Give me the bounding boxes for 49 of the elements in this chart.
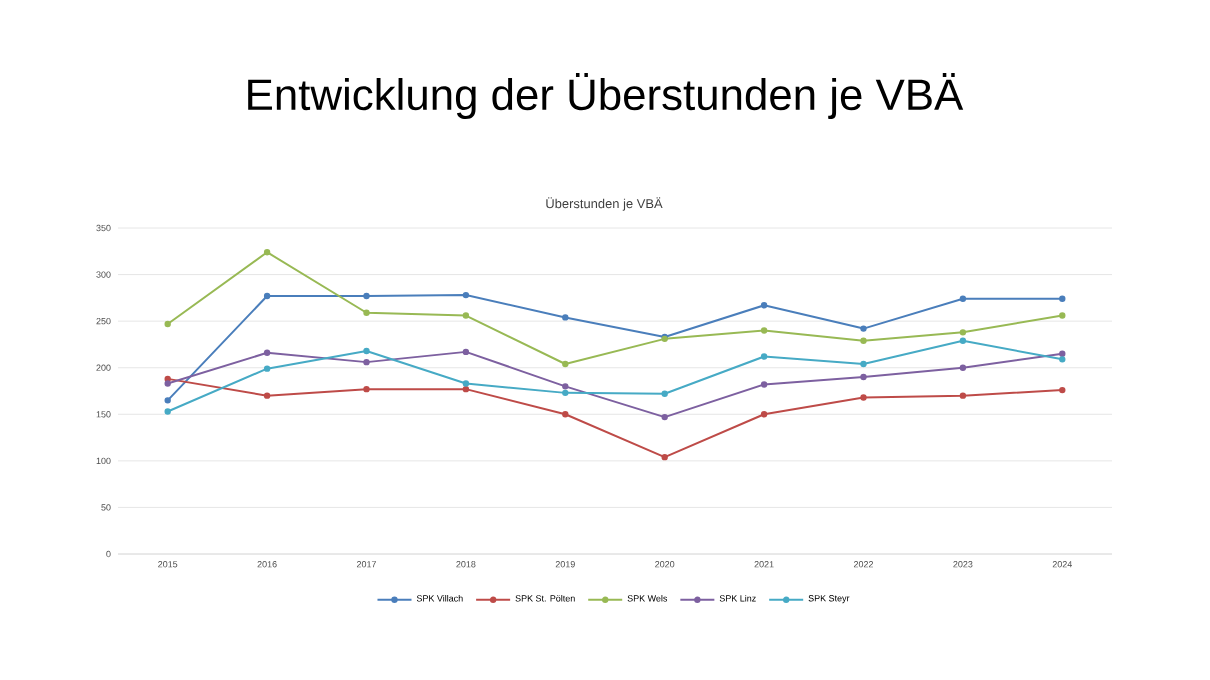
point bbox=[860, 337, 867, 344]
point bbox=[263, 249, 271, 256]
point bbox=[959, 295, 967, 302]
point bbox=[661, 453, 668, 461]
point bbox=[661, 413, 668, 421]
point bbox=[562, 314, 569, 321]
point bbox=[860, 325, 867, 332]
point bbox=[1059, 295, 1066, 302]
point bbox=[860, 373, 867, 381]
point bbox=[164, 380, 171, 387]
point bbox=[263, 349, 271, 357]
point bbox=[263, 392, 271, 399]
point bbox=[959, 364, 967, 371]
point bbox=[462, 385, 470, 393]
point bbox=[760, 302, 768, 309]
point bbox=[1059, 312, 1066, 319]
point bbox=[164, 320, 171, 328]
chart-title: Entwicklung der Überstunden je VBÄ bbox=[248, 73, 964, 119]
point bbox=[661, 390, 668, 397]
point bbox=[959, 337, 967, 344]
point bbox=[959, 392, 967, 399]
point bbox=[1059, 386, 1066, 394]
point bbox=[462, 312, 470, 319]
point bbox=[462, 291, 470, 299]
point bbox=[562, 383, 569, 390]
point bbox=[760, 381, 768, 388]
point bbox=[562, 411, 569, 418]
point bbox=[860, 360, 867, 368]
point bbox=[462, 348, 470, 356]
point bbox=[760, 353, 768, 360]
point bbox=[164, 375, 171, 383]
point bbox=[363, 292, 370, 300]
point bbox=[363, 358, 370, 366]
point bbox=[363, 309, 370, 316]
point bbox=[562, 389, 569, 397]
point bbox=[959, 329, 967, 336]
point bbox=[562, 360, 569, 368]
point bbox=[263, 365, 271, 372]
point bbox=[462, 380, 470, 387]
point bbox=[1059, 350, 1066, 357]
point bbox=[1059, 356, 1066, 363]
point bbox=[164, 408, 171, 415]
point bbox=[760, 411, 768, 418]
point bbox=[363, 347, 370, 355]
point bbox=[164, 397, 171, 404]
point bbox=[363, 385, 370, 393]
point bbox=[760, 327, 768, 334]
point bbox=[263, 292, 271, 300]
point bbox=[860, 394, 867, 401]
